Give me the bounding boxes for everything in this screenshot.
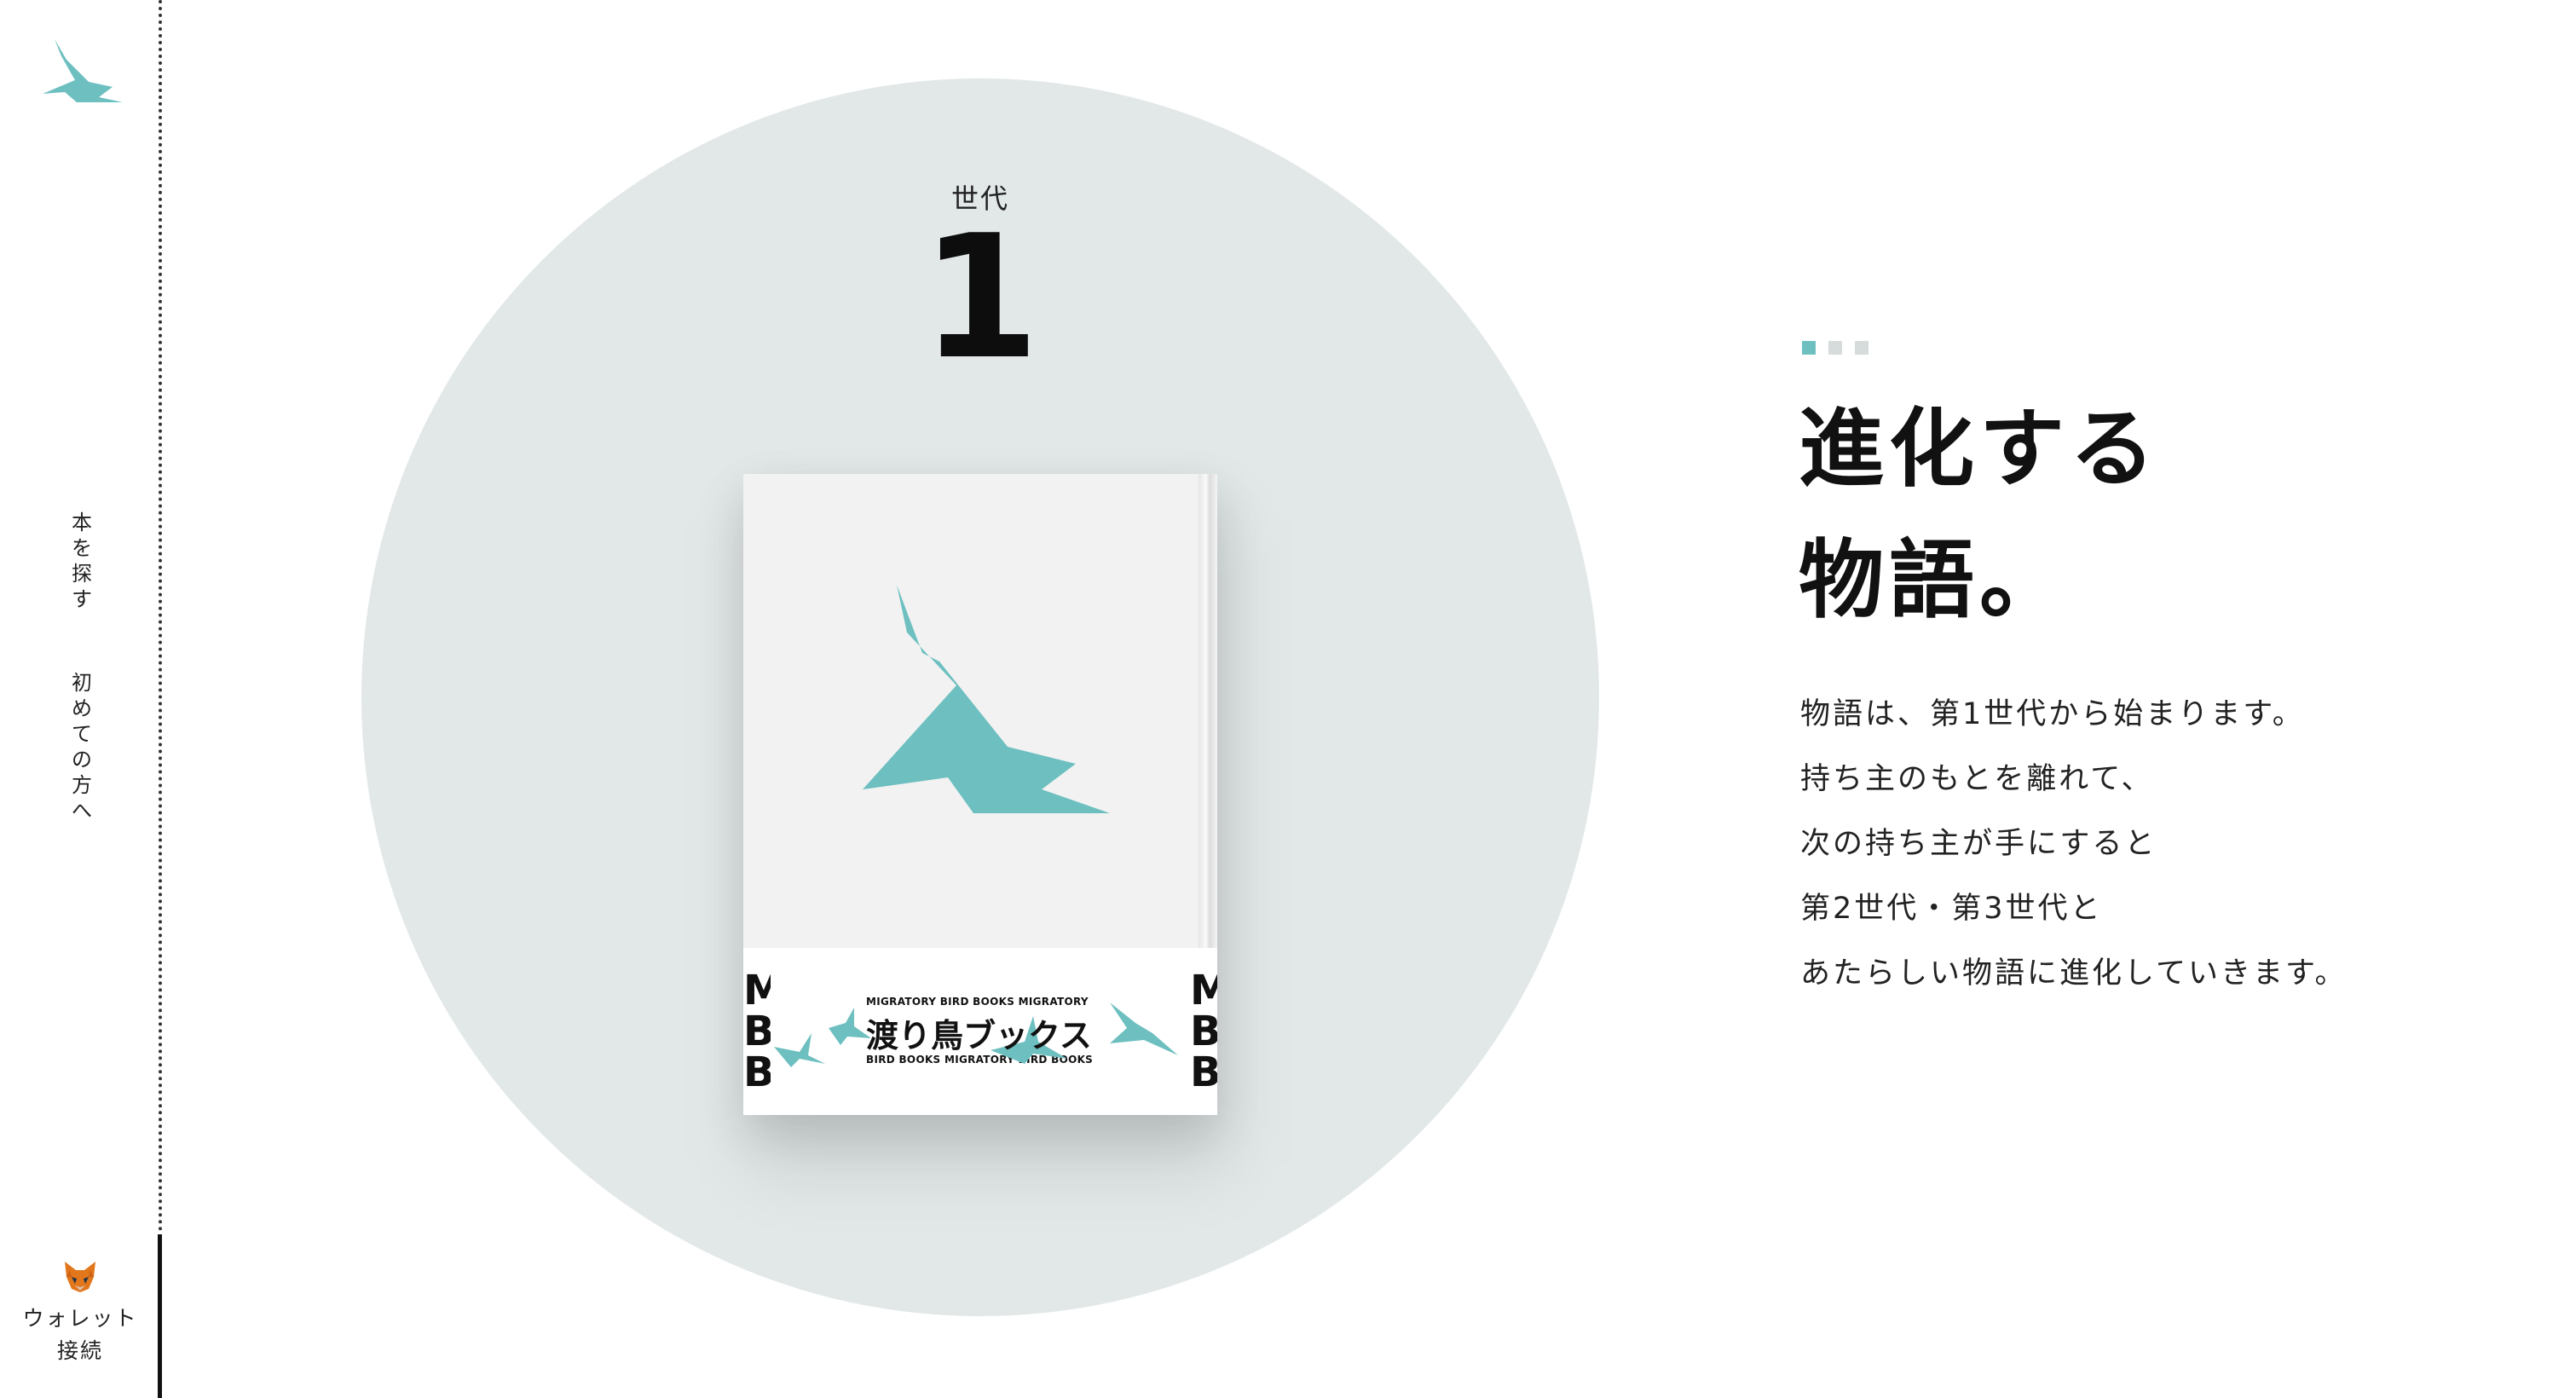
headline-line: 物語。 (1799, 530, 2070, 630)
body-line: 物語は、第1世代から始まります。 (1800, 697, 2305, 731)
generation-label: 世代 (950, 182, 1009, 215)
band-letter: M (1190, 970, 1217, 1014)
nav-find-books-char: 探 (72, 562, 92, 586)
band-letter: B (743, 1008, 771, 1055)
band-side-letters-right: M B B (1190, 970, 1217, 1093)
band-letter: M (743, 970, 771, 1014)
metamask-fox-icon (65, 1262, 95, 1292)
sidebar-divider-solid (158, 1234, 162, 1398)
sidebar-divider-dotted (159, 0, 162, 1232)
slide-dot[interactable] (1828, 341, 1843, 355)
body-line: 第2世代・第3世代と (1800, 892, 2103, 926)
nav-first-time-guide[interactable]: 初 め て の 方 へ (65, 670, 99, 823)
generation-number: 1 (921, 199, 1040, 397)
nav-guide-char: の (72, 748, 92, 771)
book-cover: M B B M B B MIGRATORY BIRD BOOKS MIGRATO… (743, 474, 1217, 1115)
bird-cover-icon (863, 585, 1110, 813)
bird-logo-icon[interactable] (41, 38, 123, 104)
headline: 進化する 物語。 (1799, 384, 2160, 646)
slide-indicator (1802, 341, 1877, 358)
nav-guide-char: 方 (72, 773, 92, 797)
band-top-text: MIGRATORY BIRD BOOKS MIGRATORY (866, 996, 1089, 1008)
nav-find-books[interactable]: 本 を 探 す (65, 510, 99, 612)
band-letter: B (1190, 1008, 1217, 1055)
nav-find-books-char: を (72, 536, 92, 560)
small-bird-icon (991, 1016, 1067, 1064)
band-title: 渡り鳥ブックス (866, 1017, 1092, 1054)
band-letter: B (743, 1048, 771, 1093)
nav-find-books-char: 本 (72, 511, 92, 534)
headline-line: 進化する (1799, 399, 2160, 499)
nav-guide-char: へ (72, 799, 92, 823)
nav-guide-char: て (72, 722, 92, 746)
nav-find-books-char: す (72, 587, 92, 611)
wallet-connect-button[interactable]: ウォレット 接続 (0, 1260, 160, 1367)
wallet-label-line1: ウォレット (22, 1306, 138, 1331)
nav-guide-char: め (72, 696, 92, 720)
body-line: 持ち主のもとを離れて、 (1800, 762, 2154, 796)
band-side-letters-left: M B B (743, 970, 771, 1093)
body-text: 物語は、第1世代から始まります。 持ち主のもとを離れて、 次の持ち主が手にすると… (1800, 682, 2347, 1006)
band-bottom-text: BIRD BOOKS MIGRATORY BIRD BOOKS (866, 1054, 1094, 1066)
body-line: 次の持ち主が手にすると (1800, 827, 2157, 861)
nav-guide-char: 初 (72, 671, 92, 695)
sidebar: 本 を 探 す 初 め て の 方 へ ウォレット 接続 (0, 0, 160, 1398)
slide-dot[interactable] (1855, 341, 1869, 355)
slide-dot-active[interactable] (1802, 341, 1816, 355)
small-bird-icon (829, 1008, 871, 1045)
small-bird-icon (774, 1033, 825, 1067)
band-letter: B (1190, 1048, 1217, 1093)
body-line: あたらしい物語に進化していきます。 (1800, 956, 2348, 991)
small-bird-icon (1110, 1002, 1178, 1055)
wallet-label-line2: 接続 (56, 1338, 103, 1363)
book-obi-band: M B B M B B MIGRATORY BIRD BOOKS MIGRATO… (743, 948, 1217, 1115)
